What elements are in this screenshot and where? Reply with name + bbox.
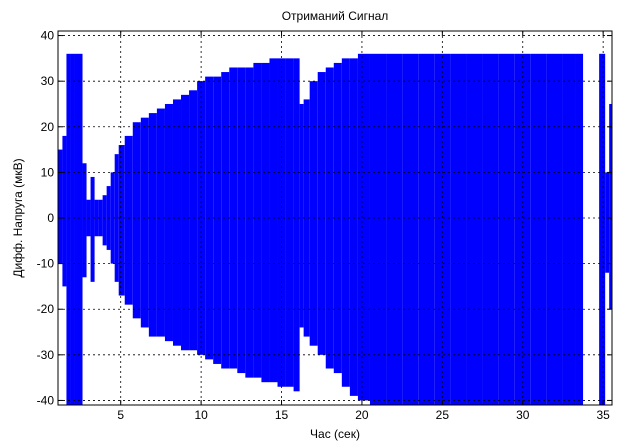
signal-envelope [245, 67, 254, 378]
signal-envelope [466, 53, 483, 406]
x-tick-label: 20 [355, 408, 369, 422]
signal-envelope [333, 62, 342, 374]
signal-envelope [164, 103, 173, 342]
x-tick-label: 25 [436, 408, 450, 422]
x-tick-label: 10 [194, 408, 208, 422]
signal-envelope [237, 67, 246, 374]
signal-envelope [285, 58, 294, 387]
signal-envelope [221, 72, 230, 369]
signal-envelope [197, 81, 206, 355]
signal-envelope [293, 58, 300, 392]
plot-area: 5 10 15 20 25 30 35 -40 -30 -20 -10 0 10 20 30 40 [37, 29, 613, 422]
signal-envelope [118, 145, 125, 296]
signal-envelope [575, 53, 584, 406]
signal-envelope [102, 195, 107, 246]
signal-envelope [94, 199, 99, 237]
y-tick-label: -30 [37, 348, 55, 362]
signal-envelope [132, 122, 141, 319]
y-tick-label: 40 [41, 29, 55, 43]
x-tick-label: 15 [275, 408, 289, 422]
y-tick-label: -40 [37, 393, 55, 407]
y-tick-label: 20 [41, 120, 55, 134]
signal-envelope [418, 53, 435, 406]
signal-envelope [402, 53, 419, 406]
signal-envelope [530, 53, 547, 406]
signal-envelope [82, 163, 87, 278]
signal-envelope [303, 99, 310, 337]
signal-envelope [357, 53, 370, 401]
signal-envelope [599, 53, 606, 406]
signal-envelope [317, 72, 326, 355]
signal-envelope [148, 113, 157, 337]
signal-envelope [70, 53, 75, 406]
signal-envelope [156, 108, 165, 337]
signal-envelope [124, 135, 133, 305]
signal-envelope [269, 58, 278, 383]
signal-envelope [309, 81, 318, 346]
signal-envelope [450, 53, 467, 406]
signal-envelope [110, 172, 115, 264]
signal-envelope [546, 53, 563, 406]
signal-envelope [213, 76, 222, 364]
chart-title: Отриманий Сигнал [282, 9, 389, 23]
signal-envelope [140, 117, 149, 328]
x-axis-label: Час (сек) [310, 427, 360, 441]
signal-envelope [66, 53, 71, 406]
signal-envelope [349, 58, 358, 396]
signal-envelope [189, 90, 198, 351]
signal-envelope [74, 53, 79, 406]
x-tick-label: 5 [117, 408, 124, 422]
x-tick-label: 30 [516, 408, 530, 422]
signal-envelope [98, 199, 103, 237]
signal-envelope [299, 103, 304, 328]
signal-envelope [562, 53, 576, 406]
signal-envelope [62, 135, 67, 287]
signal-envelope [482, 53, 499, 406]
signal-envelope [605, 172, 610, 273]
signal-envelope [253, 62, 262, 378]
signal-envelope [261, 62, 270, 383]
signal-envelope [434, 53, 451, 406]
signal-envelope [181, 94, 190, 351]
signal-envelope [498, 53, 515, 406]
y-tick-label: 10 [41, 165, 55, 179]
y-tick-label: -10 [37, 257, 55, 271]
signal-envelope [609, 103, 612, 310]
signal-envelope [369, 53, 387, 406]
signal-envelope [386, 53, 403, 406]
x-tick-label: 35 [596, 408, 610, 422]
signal-envelope [58, 149, 63, 264]
y-tick-label: 0 [47, 211, 54, 225]
signal-envelope [90, 176, 95, 282]
signal-envelope [514, 53, 531, 406]
plot-frame [57, 30, 613, 406]
signal-envelope [172, 99, 182, 346]
signal-envelope [114, 154, 119, 282]
y-axis-label: Дифф. Напруга (мкВ) [11, 158, 25, 277]
signal-envelope [341, 58, 350, 387]
signal-envelope [78, 53, 83, 406]
y-tick-label: 30 [41, 74, 55, 88]
y-tick-label: -20 [37, 302, 55, 316]
